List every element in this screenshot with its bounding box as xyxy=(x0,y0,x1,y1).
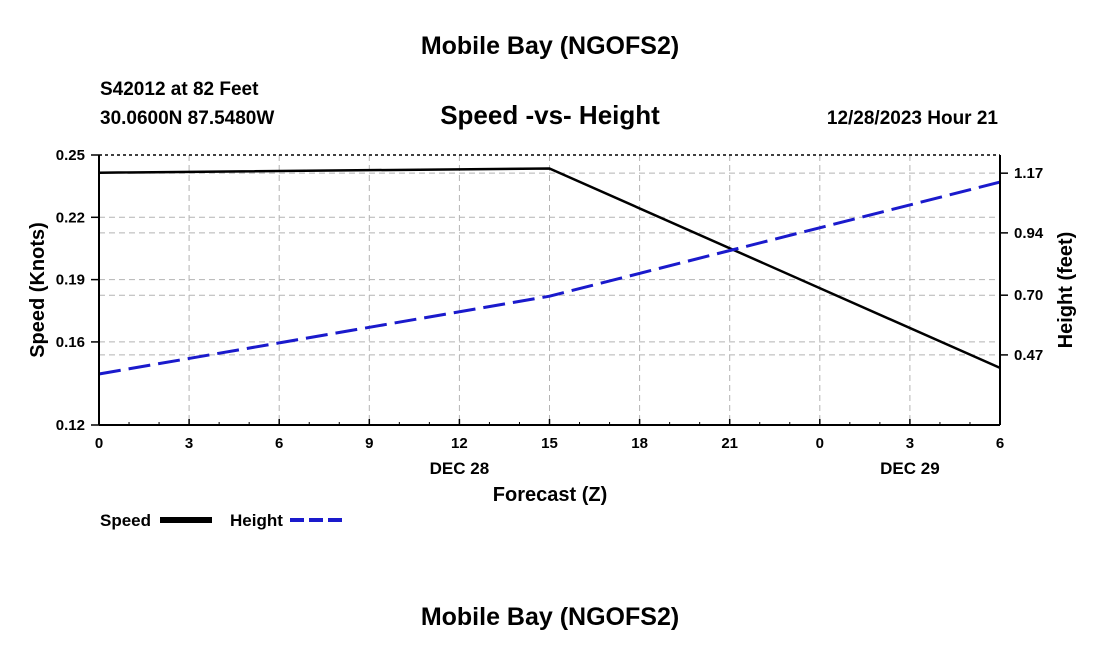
y-tick-label: 0.22 xyxy=(56,209,85,226)
axis-ticks: 0 3 6 9 12 15 18 21 0 3 6 DEC 28 DEC 29 0.12 0.16 0.19 0… xyxy=(56,147,1044,478)
legend-speed-label: Speed xyxy=(100,511,151,530)
y-axis-label: Speed (Knots) xyxy=(27,222,49,358)
x-tick-label: 3 xyxy=(906,435,914,452)
y-tick-label: 0.19 xyxy=(56,272,85,289)
series-speed-line xyxy=(98,167,1001,370)
legend: Speed Height xyxy=(100,511,343,530)
forecast-timestamp: 12/28/2023 Hour 21 xyxy=(827,108,999,129)
x-tick-label: 18 xyxy=(631,435,648,452)
x-tick-label: 6 xyxy=(275,435,283,452)
x-tick-label: 6 xyxy=(996,435,1004,452)
y2-tick-label: 1.17 xyxy=(1014,165,1043,182)
y-tick-label: 0.12 xyxy=(56,417,85,434)
series-lines xyxy=(98,167,1001,376)
x-axis-label: Forecast (Z) xyxy=(493,484,607,506)
y-tick-label: 0.16 xyxy=(56,334,85,351)
x-tick-label: 15 xyxy=(541,435,558,452)
x-tick-label: 0 xyxy=(816,435,824,452)
x-tick-label: 12 xyxy=(451,435,468,452)
series-height-line xyxy=(98,180,1001,376)
footer-title: Mobile Bay (NGOFS2) xyxy=(421,603,679,631)
x-tick-label: 3 xyxy=(185,435,193,452)
legend-height-label: Height xyxy=(230,511,283,530)
station-label: S42012 at 82 Feet xyxy=(100,79,259,100)
date-label: DEC 28 xyxy=(430,459,490,478)
y2-axis-label: Height (feet) xyxy=(1055,232,1077,349)
x-tick-label: 9 xyxy=(365,435,373,452)
grid-lines xyxy=(99,155,1000,425)
x-tick-label: 21 xyxy=(721,435,738,452)
y-tick-label: 0.25 xyxy=(56,147,85,164)
chart-title: Speed -vs- Height xyxy=(440,100,660,130)
x-tick-label: 0 xyxy=(95,435,103,452)
y2-tick-label: 0.47 xyxy=(1014,347,1043,364)
y2-tick-label: 0.94 xyxy=(1014,225,1044,242)
date-label: DEC 29 xyxy=(880,459,940,478)
coordinates-label: 30.0600N 87.5480W xyxy=(100,108,274,129)
page-title: Mobile Bay (NGOFS2) xyxy=(421,32,679,60)
y2-tick-label: 0.70 xyxy=(1014,287,1043,304)
